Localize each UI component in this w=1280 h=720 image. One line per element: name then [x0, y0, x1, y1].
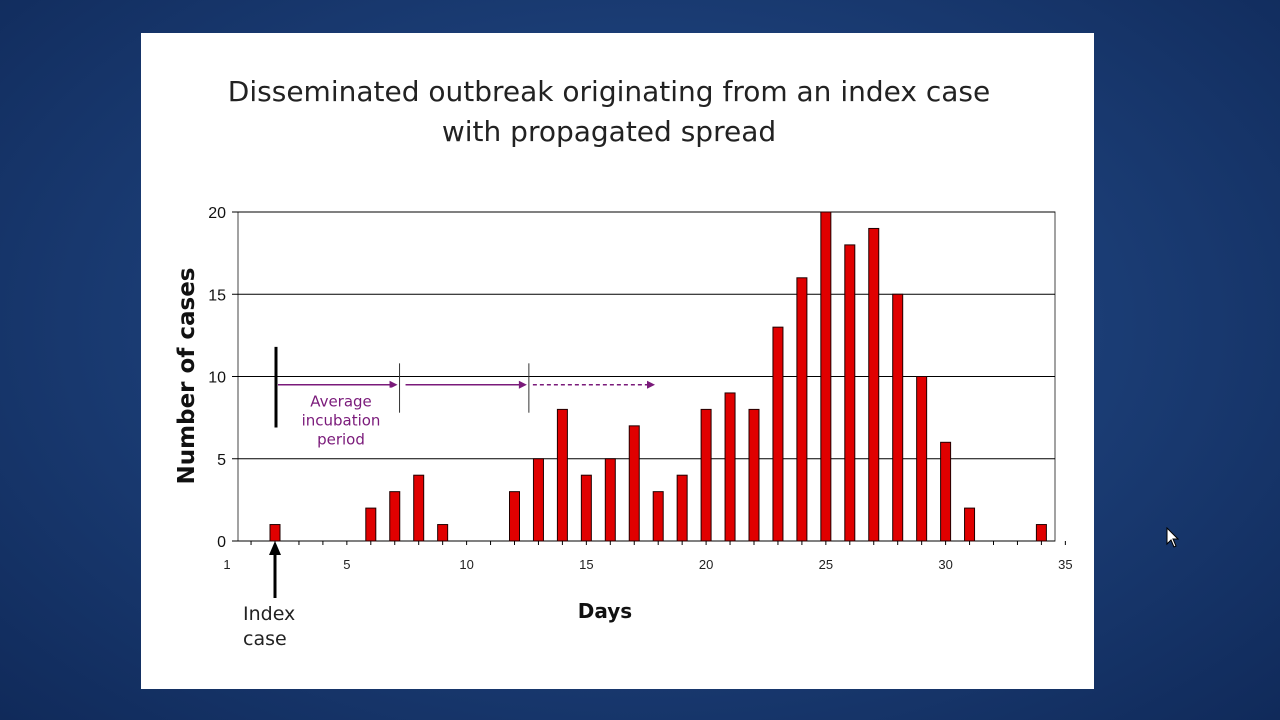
y-tick-label: 15: [208, 287, 226, 304]
slide-title-line-1: Disseminated outbreak originating from a…: [227, 75, 991, 108]
x-tick-label: 5: [343, 557, 350, 572]
y-axis-title: Number of cases: [174, 268, 200, 485]
incubation-label-bg: [287, 387, 395, 456]
incubation-arrow-2-head: [518, 380, 527, 389]
bar-day-26: [844, 244, 856, 542]
bar-day-9: [437, 524, 449, 542]
index-case-arrow-head: [269, 541, 281, 555]
bar-day-15: [580, 474, 592, 542]
x-tick-label: 20: [699, 557, 713, 572]
bars-layer: [269, 211, 1047, 542]
mouse-pointer-icon: [1166, 527, 1180, 548]
x-tick-label: 25: [819, 557, 833, 572]
index-case-label-line: case: [243, 628, 287, 650]
incubation-arrow-3-head: [647, 380, 655, 389]
bar-day-13: [532, 458, 544, 542]
bar-day-12: [509, 491, 520, 542]
grid-layer: [237, 211, 1056, 542]
bar-day-8: [413, 474, 425, 542]
bar-day-20: [700, 408, 712, 542]
y-tick-label: 0: [217, 534, 226, 551]
bar-day-30: [940, 441, 952, 542]
bar-day-21: [724, 392, 736, 542]
x-tick-label: 30: [938, 557, 952, 572]
incubation-label-line: period: [317, 431, 365, 449]
bar-day-31: [964, 507, 976, 542]
bar-day-19: [676, 474, 688, 542]
incubation-label-line: Average: [310, 393, 372, 411]
x-tick-label: 10: [459, 557, 473, 572]
bar-day-28: [892, 293, 904, 542]
bar-day-22: [748, 408, 760, 542]
bar-day-29: [916, 376, 928, 542]
bar-day-14: [556, 408, 568, 542]
y-tick-label: 5: [217, 452, 226, 469]
bar-day-17: [628, 425, 640, 542]
bar-day-18: [652, 491, 664, 542]
bar-day-23: [772, 326, 784, 542]
bar-day-34: [1035, 524, 1047, 542]
y-tick-label: 20: [208, 205, 226, 222]
bar-day-27: [868, 227, 880, 542]
x-tick-label: 35: [1058, 557, 1072, 572]
bar-day-6: [365, 507, 377, 542]
x-tick-label: 1: [223, 557, 230, 572]
x-tick-label: 15: [579, 557, 593, 572]
x-axis-title: Days: [578, 599, 632, 623]
incubation-arrow-1-head: [389, 380, 398, 389]
slide-panel: [141, 33, 1094, 689]
bar-day-24: [796, 277, 808, 542]
index-case-label-line: Index: [243, 603, 295, 625]
bar-day-25: [820, 211, 832, 542]
bar-day-7: [389, 491, 401, 542]
incubation-label-line: incubation: [302, 412, 381, 430]
bar-day-2: [269, 524, 281, 542]
bar-day-16: [604, 458, 616, 542]
slide-title: Disseminated outbreak originating from a…: [141, 72, 1077, 152]
slide-title-line-2: with propagated spread: [441, 115, 777, 148]
y-tick-label: 10: [208, 370, 226, 387]
